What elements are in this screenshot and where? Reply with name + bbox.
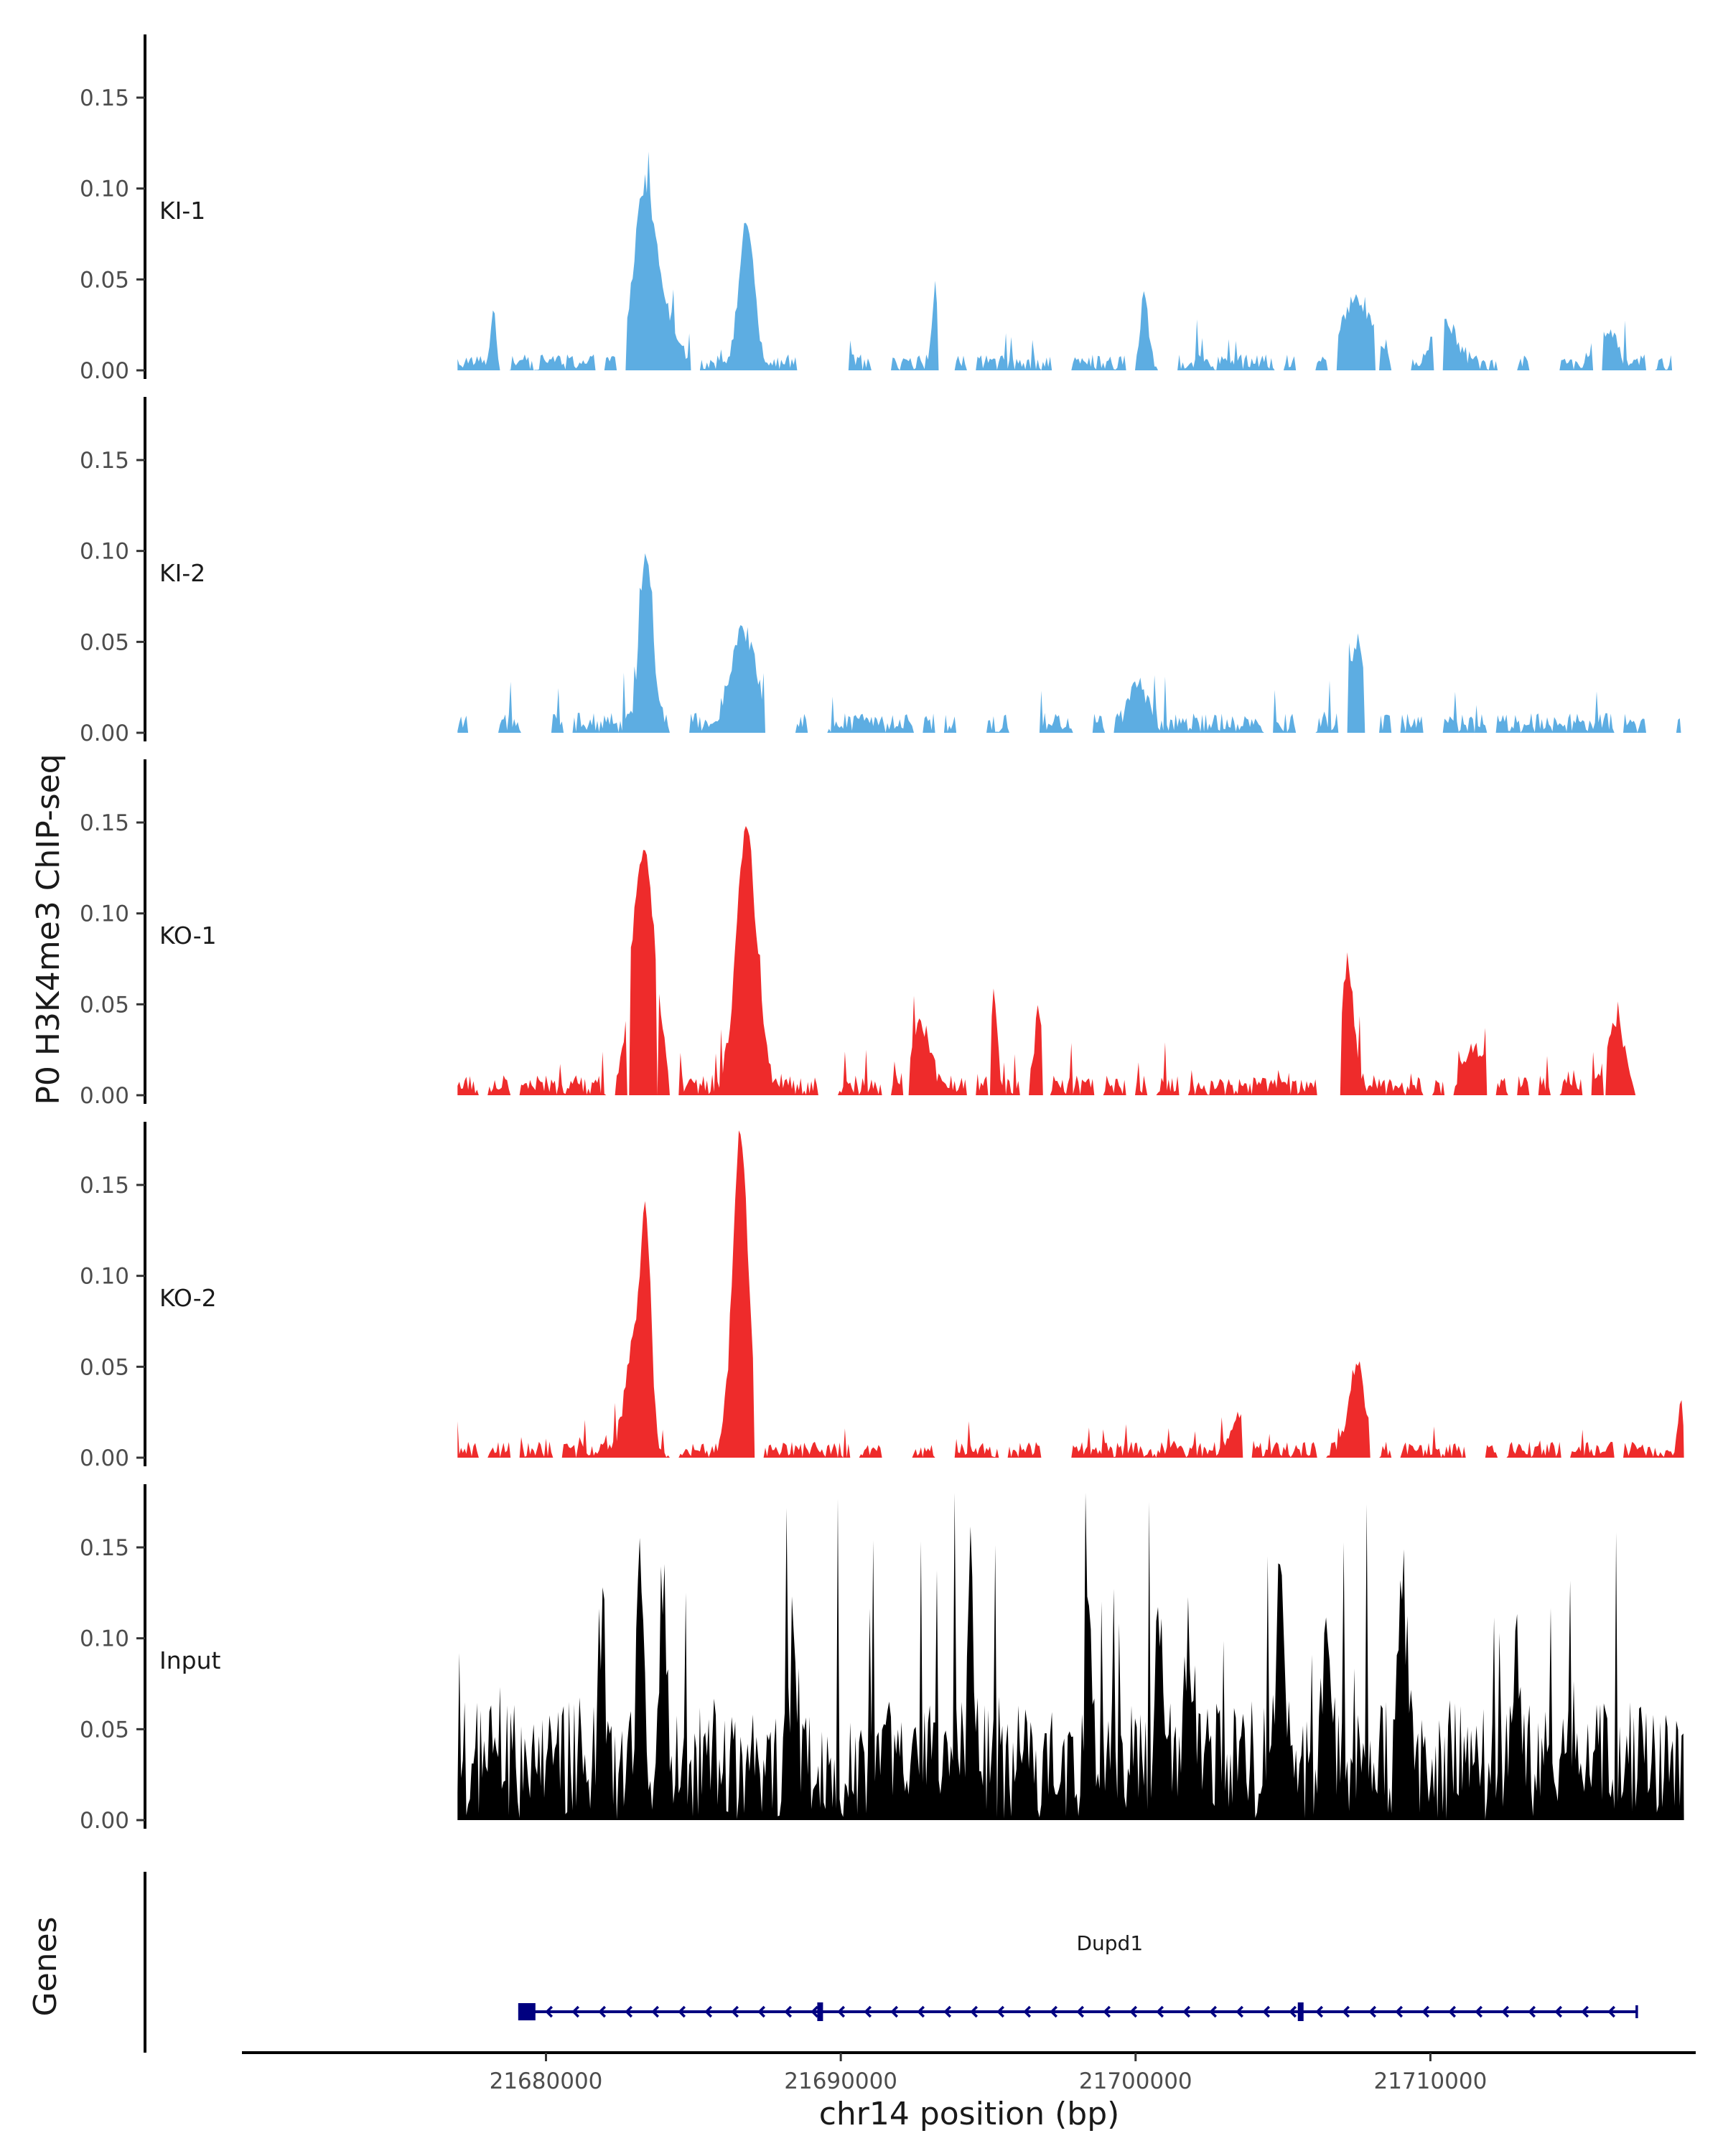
signal-area [457,151,1673,371]
x-tick-label: 21690000 [784,2068,897,2094]
strand-arrow-icon [890,2005,899,2018]
y-tick-label: 0.00 [80,358,129,384]
x-tick-label: 21680000 [490,2068,603,2094]
strand-arrow-icon [1528,2005,1536,2018]
y-tick-label: 0.15 [80,1535,129,1561]
strand-arrow-icon [1581,2005,1589,2018]
y-tick-label: 0.10 [80,901,129,927]
y-tick-label: 0.15 [80,448,129,474]
y-tick-label: 0.05 [80,992,129,1018]
x-axis-title: chr14 position (bp) [819,2096,1120,2132]
signal-area [457,1493,1684,1820]
strand-arrow-icon [1554,2005,1563,2018]
strand-arrow-icon [917,2005,925,2018]
strand-arrow-icon [1050,2005,1058,2018]
exon-block [518,2003,536,2020]
strand-arrow-icon [651,2005,660,2018]
y-tick-label: 0.00 [80,1445,129,1471]
strand-arrow-icon [1023,2005,1032,2018]
y-tick-label: 0.05 [80,629,129,655]
exon-block [817,2002,823,2021]
strand-arrow-icon [811,2005,819,2018]
exon-block [1297,2002,1304,2021]
signal-area [457,1130,1684,1458]
strand-arrow-icon [864,2005,872,2018]
track-ki-2: 0.00 0.05 0.10 0.15 KI-2 [80,397,1681,746]
strand-arrow-icon [1236,2005,1244,2018]
genes-panel: Genes Dupd1 [27,1872,1638,2053]
y-tick-label: 0.10 [80,1626,129,1652]
strand-arrow-icon [1289,2005,1297,2018]
strand-arrow-icon [1501,2005,1510,2018]
strand-arrow-icon [1315,2005,1324,2018]
x-axis: 21680000 21690000 21700000 21710000 chr14 po… [242,2051,1696,2132]
strand-arrow-icon [1182,2005,1191,2018]
y-axis-title: P0 H3K4me3 ChIP-seq [30,754,67,1105]
strand-arrow-icon [757,2005,766,2018]
strand-arrow-icon [970,2005,979,2018]
track-ko-2: 0.00 0.05 0.10 0.15 KO-2 [80,1122,1684,1471]
x-tick-label: 21710000 [1374,2068,1488,2094]
y-tick-label: 0.10 [80,177,129,202]
strand-arrow-icon [784,2005,793,2018]
strand-arrow-icon [1421,2005,1430,2018]
y-tick-label: 0.00 [80,721,129,746]
strand-arrow-icon [545,2005,554,2018]
track-input: 0.00 0.05 0.10 0.15 Input [80,1484,1684,1834]
gene-label: Dupd1 [1076,1931,1143,1955]
strand-arrow-icon [571,2005,580,2018]
track-label: KO-1 [159,922,217,950]
y-tick-label: 0.10 [80,1264,129,1290]
y-tick-label: 0.05 [80,1717,129,1743]
track-label: Input [159,1646,221,1674]
strand-arrow-icon [1342,2005,1350,2018]
strand-arrow-icon [1475,2005,1483,2018]
y-tick-label: 0.05 [80,1354,129,1380]
signal-area [457,825,1646,1095]
track-ki-1: 0.00 0.05 0.10 0.15 KI-1 [80,34,1673,384]
strand-arrow-icon [1156,2005,1164,2018]
x-tick-label: 21700000 [1079,2068,1192,2094]
y-tick-label: 0.00 [80,1083,129,1109]
strand-arrow-icon [1395,2005,1404,2018]
y-tick-label: 0.05 [80,267,129,293]
strand-arrow-icon [625,2005,633,2018]
strand-arrow-icon [837,2005,846,2018]
track-ko-1: 0.00 0.05 0.10 0.15 KO-1 [80,759,1646,1109]
strand-arrow-icon [1607,2005,1616,2018]
track-label: KI-1 [159,197,205,225]
strand-arrow-icon [1076,2005,1085,2018]
y-tick-label: 0.15 [80,810,129,836]
strand-arrow-icon [943,2005,952,2018]
strand-arrow-icon [1209,2005,1218,2018]
genes-axis-title: Genes [27,1916,64,2016]
track-label: KI-2 [159,559,205,587]
strand-arrow-icon [996,2005,1005,2018]
strand-arrow-icon [598,2005,607,2018]
signal-area [457,553,1681,733]
strand-arrow-icon [1262,2005,1271,2018]
strand-arrow-icon [1448,2005,1457,2018]
strand-arrow-icon [731,2005,739,2018]
y-tick-label: 0.15 [80,85,129,111]
y-tick-label: 0.10 [80,539,129,565]
strand-arrow-icon [1368,2005,1377,2018]
strand-arrow-icon [678,2005,686,2018]
strand-arrow-icon [1129,2005,1138,2018]
y-tick-label: 0.00 [80,1808,129,1834]
strand-arrow-icon [704,2005,713,2018]
strand-arrow-icon [1103,2005,1111,2018]
y-tick-label: 0.15 [80,1173,129,1199]
track-label: KO-2 [159,1284,217,1312]
